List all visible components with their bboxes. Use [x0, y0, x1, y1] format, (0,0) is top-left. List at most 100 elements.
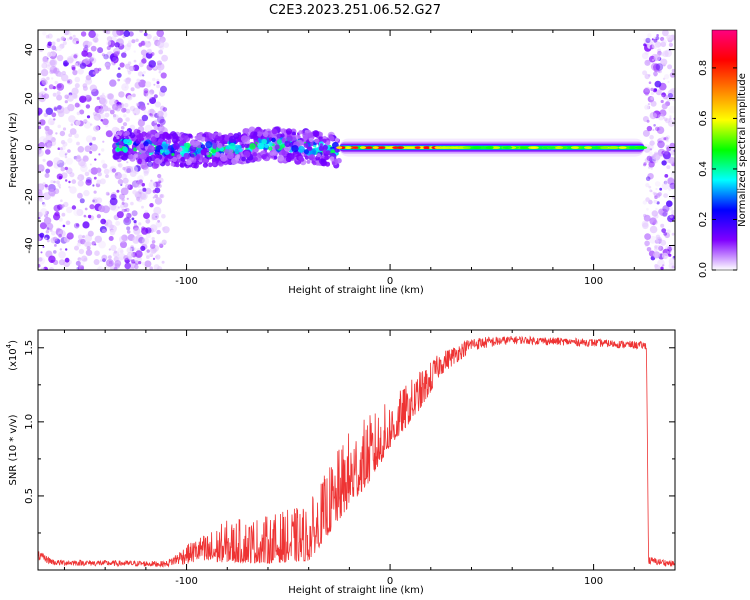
spectrogram-cell: [127, 40, 132, 44]
spectrogram-cell: [660, 136, 666, 141]
spectrogram-cell: [183, 152, 190, 160]
spectrogram-cell: [249, 143, 256, 150]
spectrogram-cell: [387, 146, 393, 150]
spectrogram-cell: [158, 70, 162, 74]
spectrogram-cell: [647, 33, 652, 38]
spectrogram-cell: [113, 266, 118, 270]
spectrogram-cell: [668, 206, 673, 211]
spectrogram-cell: [269, 151, 275, 156]
snr-series-line: [38, 335, 675, 568]
spectrogram-cell: [649, 189, 653, 193]
spectrogram-cell: [63, 30, 70, 36]
spectrogram-cell: [628, 146, 637, 150]
spectrogram-cell: [671, 209, 675, 215]
spectrogram-cell: [146, 33, 152, 40]
spectrogram-cell: [118, 163, 123, 168]
spectrogram-cell: [664, 74, 670, 80]
spectrogram-cell: [67, 31, 72, 36]
spectrogram-cell: [82, 155, 89, 162]
spectrogram-cell: [50, 51, 57, 57]
spectrogram-cell: [131, 210, 138, 217]
spectrogram-cell: [660, 58, 668, 66]
spectrogram-cell: [157, 40, 165, 49]
spectrogram-cell: [398, 146, 405, 150]
spectrogram-cell: [237, 132, 242, 136]
spectrogram-cell: [649, 217, 657, 225]
spectrogram-cell: [137, 158, 143, 164]
spectrogram-cell: [82, 85, 88, 91]
spectrogram-cell: [113, 51, 120, 57]
spectrogram-cell: [109, 229, 116, 236]
spectrogram-y-axis-label: Frequency (Hz): [8, 112, 19, 188]
spectrogram-cell: [81, 255, 88, 262]
spectrogram-cell: [653, 124, 656, 127]
spectrogram-cell: [47, 41, 53, 47]
spectrogram-cell: [145, 218, 151, 224]
spectrogram-cell: [650, 190, 653, 193]
spectrogram-cell: [113, 114, 117, 118]
spectrogram-cell: [40, 68, 49, 77]
svg-text:(x104): (x104): [5, 340, 19, 371]
spectrogram-cell: [151, 240, 156, 244]
spectrogram-cell: [663, 193, 668, 199]
spectrogram-cell: [75, 120, 81, 126]
spectrogram-cell: [133, 153, 139, 159]
spectrogram-cell: [69, 172, 75, 178]
spectrogram-cell: [655, 207, 658, 211]
spectrogram-cell: [75, 70, 78, 73]
spectrogram-cell: [234, 154, 240, 160]
spectrogram-cell: [650, 100, 657, 107]
spectrogram-cell: [153, 83, 156, 86]
spectrogram-cell: [644, 240, 650, 247]
spectrogram-cell: [65, 220, 71, 226]
spectrogram-cell: [43, 217, 52, 225]
spectrogram-cell: [140, 245, 146, 251]
spectrogram-cell: [136, 78, 141, 83]
colorbar-tick-label: 0.0: [698, 262, 709, 278]
spectrogram-cell: [331, 161, 336, 166]
spectrogram-cell: [661, 94, 664, 98]
spectrogram-cell: [129, 266, 135, 270]
spectrogram-cell: [69, 128, 77, 135]
spectrogram-cell: [159, 242, 163, 247]
spectrogram-cell: [99, 178, 106, 185]
spectrogram-cell: [42, 158, 46, 162]
spectrogram-cell: [62, 141, 68, 147]
spectrogram-cell: [44, 141, 52, 149]
spectrogram-cell: [156, 30, 164, 38]
spectrogram-cell: [132, 236, 140, 244]
spectrogram-cell: [114, 260, 122, 267]
spectrogram-cell: [330, 149, 336, 154]
spectrogram-cell: [504, 146, 513, 150]
spectrogram-cell: [646, 125, 653, 132]
spectrogram-cell: [670, 149, 675, 156]
spectrogram-cell: [135, 250, 143, 258]
spectrogram-cell: [146, 249, 150, 253]
spectrogram-cell: [304, 155, 309, 160]
spectrogram-cell: [120, 187, 129, 196]
spectrogram-cell: [156, 266, 163, 270]
spectrogram-cell: [114, 133, 118, 137]
spectrogram-cell: [66, 232, 74, 240]
spectrogram-cell: [93, 113, 102, 121]
spectrogram-cell: [40, 251, 43, 254]
spectrogram-cell: [101, 53, 105, 57]
spectrogram-cell: [56, 94, 63, 101]
spectrogram-cell: [172, 142, 180, 150]
colorbar-label: Normalized spectral amplitude: [737, 73, 748, 227]
spectrogram-cell: [96, 167, 102, 173]
spectrogram-cell: [114, 42, 120, 48]
spectrogram-cell: [159, 105, 166, 111]
spectrogram-cell: [142, 187, 147, 192]
spectrogram-cell: [76, 141, 80, 146]
spectrogram-cell: [179, 163, 184, 168]
spectrogram-cell: [84, 241, 90, 247]
spectrogram-cell: [670, 72, 675, 77]
spectrogram-cell: [93, 190, 97, 194]
spectrogram-cell: [53, 118, 56, 121]
spectrogram-cell: [38, 92, 41, 97]
spectrogram-cell: [667, 92, 674, 99]
spectrogram-cell: [291, 145, 299, 153]
spectrogram-cell: [644, 73, 650, 80]
spectrogram-cell: [666, 34, 673, 41]
